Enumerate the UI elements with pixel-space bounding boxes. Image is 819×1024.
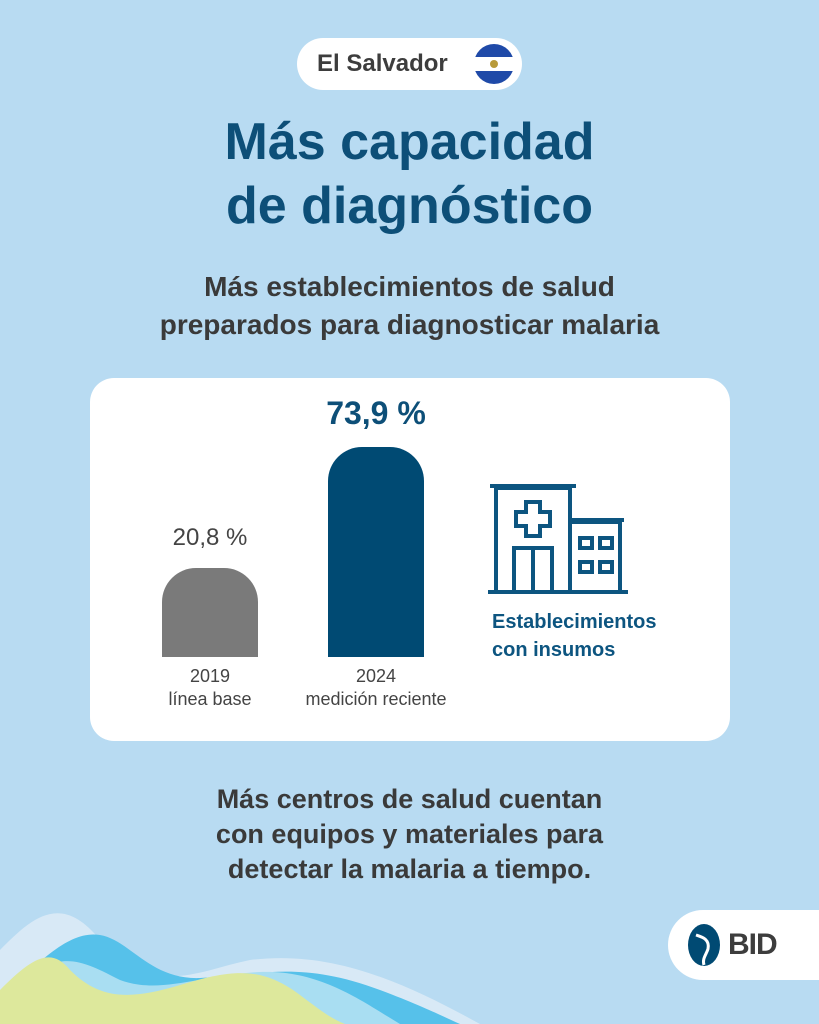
category-label-2024: 2024 medición reciente (276, 665, 476, 711)
footer-line-3: detectar la malaria a tiempo. (227, 854, 592, 884)
category-year: 2024 (355, 666, 397, 686)
bid-logo-text: BID (728, 928, 778, 961)
footer-line-2: con equipos y materiales para (215, 819, 604, 849)
bar-2019 (162, 567, 258, 657)
country-name: El Salvador (317, 50, 448, 77)
hospital-icon (488, 484, 628, 594)
wave-green (0, 957, 345, 1024)
legend-label: Establecimientos con insumos (492, 608, 657, 664)
value-label-2019: 20,8 % (172, 523, 248, 551)
americas-globe-icon (688, 924, 720, 966)
page-title: Más capacidad de diagnóstico (0, 110, 819, 238)
title-line-1: Más capacidad (224, 113, 595, 171)
bid-logo: BID (668, 910, 819, 980)
title-line-2: de diagnóstico (226, 177, 593, 235)
subtitle-line-2: preparados para diagnosticar malaria (159, 309, 660, 340)
value-label-2024: 73,9 % (326, 394, 426, 431)
footer-text: Más centros de salud cuentan con equipos… (0, 782, 819, 887)
category-sublabel: línea base (168, 689, 252, 709)
chart-card: 20,8 % 73,9 % 2019 línea base 2024 medic… (90, 378, 730, 741)
footer-line-1: Más centros de salud cuentan (216, 784, 603, 814)
country-badge: El Salvador (297, 38, 522, 90)
el-salvador-flag-icon (474, 44, 514, 84)
legend-line-2: con insumos (492, 639, 616, 661)
subtitle: Más establecimientos de salud preparados… (0, 268, 819, 344)
category-sublabel: medición reciente (305, 689, 447, 709)
bar-2024 (328, 446, 424, 657)
category-year: 2019 (189, 666, 231, 686)
category-label-2019: 2019 línea base (110, 665, 310, 711)
subtitle-line-1: Más establecimientos de salud (204, 271, 615, 302)
decorative-waves (0, 913, 480, 1024)
legend-line-1: Establecimientos (492, 611, 657, 633)
